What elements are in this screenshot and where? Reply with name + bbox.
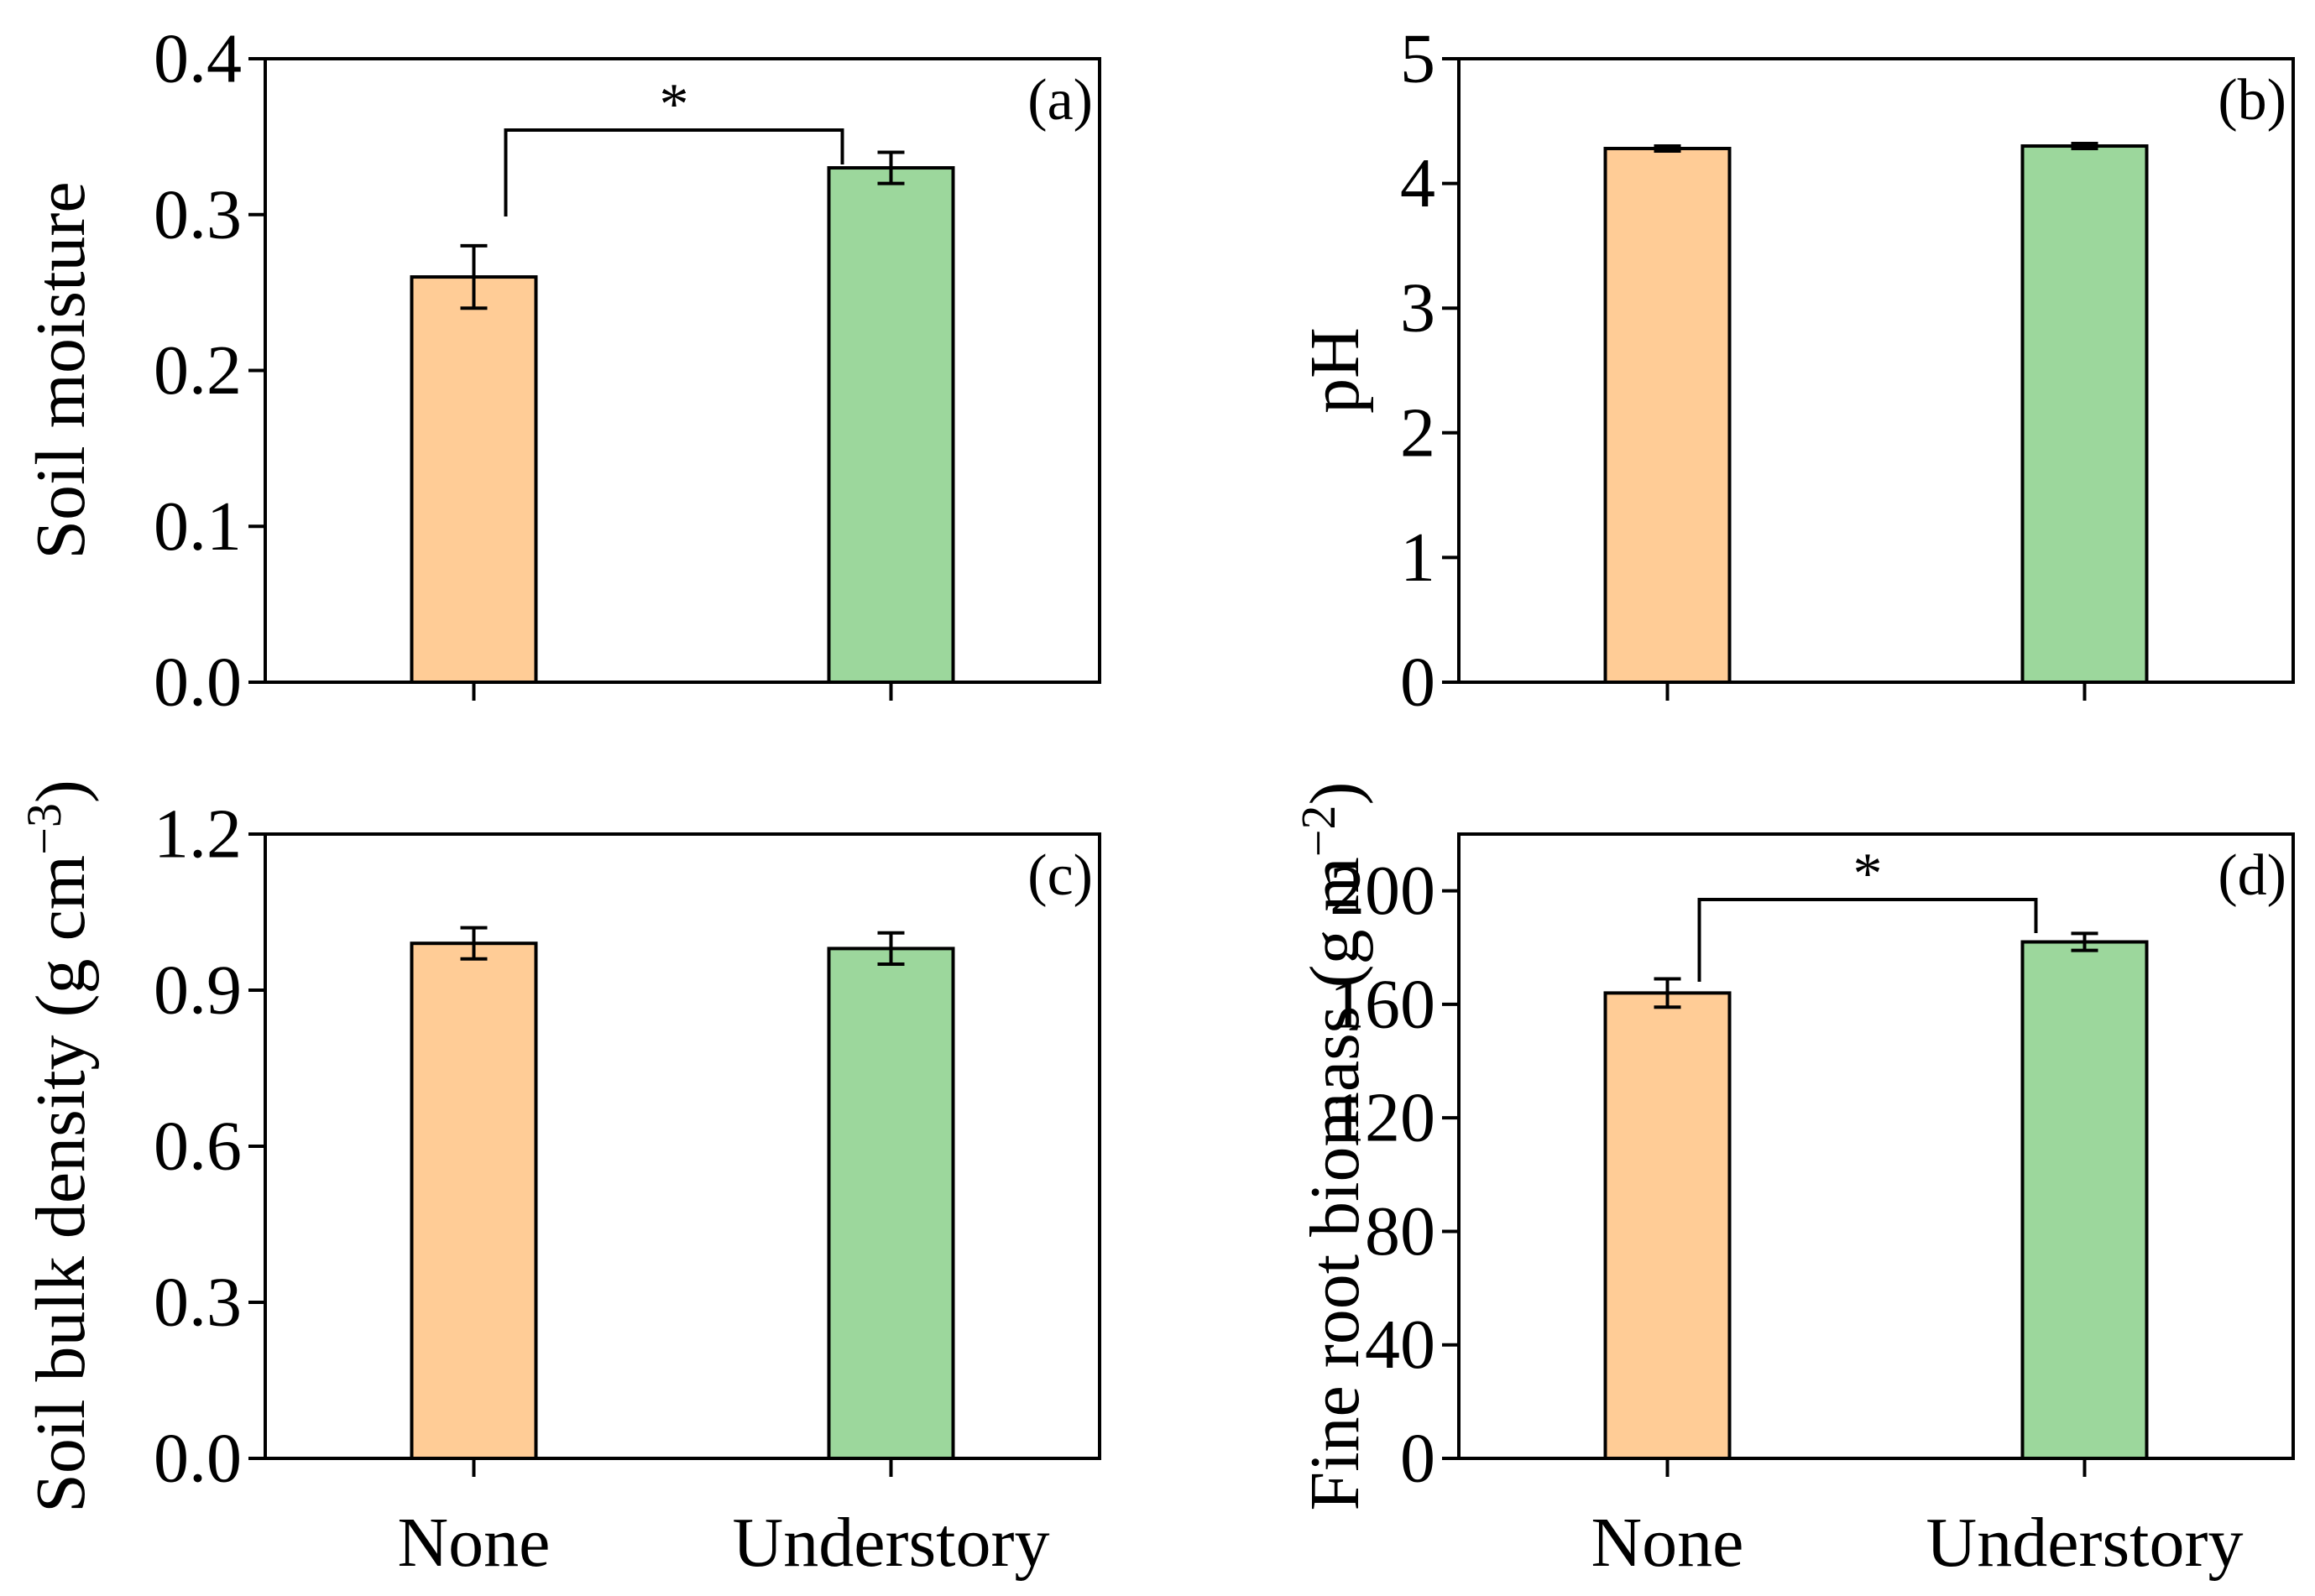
panel-label: (c) (1027, 843, 1093, 908)
x-category-label: Understory (1926, 1504, 2244, 1582)
y-tick-label: 0.4 (154, 20, 242, 98)
x-category-label: None (398, 1504, 551, 1582)
error-bar-none (460, 926, 488, 961)
y-tick-label: 4 (1400, 144, 1435, 222)
y-axis-title-end: ) (22, 780, 100, 803)
y-tick-label: 0 (1400, 1420, 1435, 1498)
significance-star: * (660, 72, 689, 137)
panel-label: (d) (2218, 843, 2286, 908)
y-axis-title: Soil bulk density (g cm−3) (17, 780, 100, 1513)
bar-understory (827, 947, 955, 1460)
bar-none (410, 275, 538, 684)
panel-2: 0 1 2 3 4 5 (b) pH (1296, 20, 2295, 722)
bar-understory (2020, 940, 2149, 1460)
y-tick-label: 200 (1330, 852, 1435, 930)
significance-bracket (1697, 898, 2038, 982)
panel-1: 0.0 0.1 0.2 0.3 0.4 (a) Soil moisture * (22, 20, 1101, 722)
y-tick-label: 120 (1330, 1079, 1435, 1157)
y-tick-label: 0.1 (154, 488, 242, 566)
y-tick-label: 0.6 (154, 1108, 242, 1186)
y-tick-label: 1.2 (154, 795, 242, 874)
y-tick-label: 0.0 (154, 1420, 242, 1498)
y-axis-title-end: ) (1296, 782, 1374, 806)
panel-label: (b) (2218, 68, 2286, 133)
y-axis-title-text: Soil bulk density (g cm (22, 855, 100, 1513)
plot-frame (1457, 832, 2295, 1460)
y-tick-label: 3 (1400, 269, 1435, 347)
y-tick-label: 160 (1330, 965, 1435, 1043)
y-axis-title: Fine root biomass (g m−2) (1291, 782, 1374, 1511)
y-tick-label: 0.2 (154, 331, 242, 409)
panel-3: 0.0 0.3 0.6 0.9 1.2 None Understory (c) Soil bul… (17, 780, 1101, 1582)
y-tick-label: 40 (1365, 1306, 1435, 1384)
y-axis-title-text: Fine root biomass (g m (1296, 857, 1374, 1510)
y-tick-label: 0.3 (154, 175, 242, 253)
x-category-label: Understory (733, 1504, 1050, 1582)
y-tick-label: 0.9 (154, 952, 242, 1030)
plot-frame (264, 832, 1101, 1460)
y-axis-title-text: pH (1296, 327, 1374, 414)
error-bar-none (1654, 977, 1681, 1009)
y-tick-label: 0 (1400, 644, 1435, 722)
y-axis-title-superscript: −2 (1291, 805, 1346, 857)
plot-frame (1457, 57, 2295, 684)
y-axis-title: pH (1296, 327, 1374, 414)
panel-label: (a) (1027, 68, 1093, 133)
bar-understory (827, 166, 955, 684)
significance-star: * (1853, 842, 1883, 906)
y-tick-label: 2 (1400, 394, 1435, 472)
y-axis-title-superscript: −3 (17, 803, 71, 855)
y-axis-title: Soil moisture (22, 181, 100, 559)
y-tick-label: 0.0 (154, 644, 242, 722)
error-bar-understory (2071, 142, 2098, 150)
y-tick-label: 80 (1365, 1192, 1435, 1270)
y-tick-label: 1 (1400, 519, 1435, 597)
error-bar-understory (2071, 931, 2098, 952)
error-bar-understory (877, 150, 905, 185)
significance-bracket (504, 128, 844, 216)
plot-frame (264, 57, 1101, 684)
error-bar-understory (877, 931, 905, 966)
bar-none (1603, 991, 1732, 1460)
panel-4: 0 40 80 120 160 200 None Understory (d) Fine root… (1291, 782, 2295, 1582)
y-tick-label: 5 (1400, 20, 1435, 98)
y-axis-title-text: Soil moisture (22, 181, 100, 559)
y-tick-label: 0.3 (154, 1264, 242, 1342)
error-bar-none (1654, 144, 1681, 153)
bar-none (1603, 146, 1732, 684)
bar-none (410, 941, 538, 1460)
bar-understory (2020, 144, 2149, 684)
x-category-label: None (1591, 1504, 1744, 1582)
error-bar-none (460, 243, 488, 310)
